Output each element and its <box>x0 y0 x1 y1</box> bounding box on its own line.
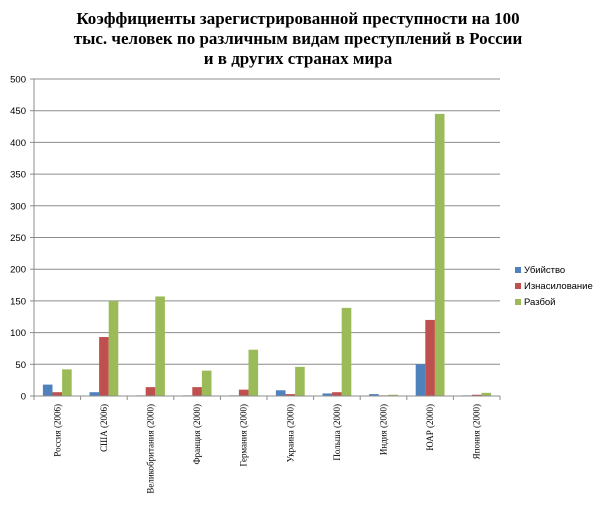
x-category-label: Япония (2000) <box>472 404 482 459</box>
y-tick-label: 300 <box>10 201 26 212</box>
bar-2-7 <box>332 392 342 396</box>
y-tick-label: 400 <box>10 138 26 149</box>
bar-1-8 <box>369 394 379 396</box>
bar-3-2 <box>108 300 119 396</box>
y-tick-label: 200 <box>10 265 26 276</box>
bar-2-4 <box>192 387 202 396</box>
y-tick-label: 50 <box>15 360 26 371</box>
legend-label-3: Разбой <box>524 297 555 308</box>
bar-2-1 <box>52 392 63 396</box>
bar-2-6 <box>285 394 296 396</box>
x-category-label: Германия (2000) <box>239 404 249 467</box>
bar-3-6 <box>295 366 305 396</box>
bar-1-7 <box>322 393 333 396</box>
bar-3-7 <box>341 307 352 396</box>
chart-title-line-3: и в других странах мира <box>204 49 393 68</box>
x-category-label: Индия (2000) <box>379 404 389 455</box>
bar-2-2 <box>99 337 109 396</box>
chart-title-line-2: тыс. человек по различным видам преступл… <box>74 29 523 48</box>
axes <box>33 79 501 400</box>
x-category-label: Великобритания (2000) <box>146 404 156 494</box>
legend: Убийство Изнасилование Разбой <box>515 265 593 308</box>
x-category-label: США (2006) <box>99 404 109 452</box>
y-axis-ticks: 0 50 100 150 200 250 300 350 400 450 500 <box>10 75 34 403</box>
y-tick-label: 150 <box>10 296 26 307</box>
legend-swatch-1 <box>515 267 521 273</box>
bar-1-1 <box>42 384 53 396</box>
bar-1-6 <box>275 390 286 396</box>
x-category-label: ЮАР (2000) <box>425 404 435 451</box>
x-axis-labels: Россия (2006) США (2006) Великобритания (2… <box>52 404 481 494</box>
bars <box>42 113 492 397</box>
y-tick-label: 500 <box>10 75 26 86</box>
bar-2-9 <box>425 319 435 396</box>
bar-3-1 <box>62 369 72 396</box>
y-tick-label: 350 <box>10 170 26 181</box>
bar-1-2 <box>89 392 100 396</box>
y-tick-label: 0 <box>21 392 26 403</box>
legend-label-1: Убийство <box>524 265 565 276</box>
legend-swatch-3 <box>515 299 521 305</box>
x-category-label: Россия (2006) <box>52 404 62 457</box>
x-category-label: Польша (2000) <box>332 404 342 461</box>
bar-3-8 <box>388 394 398 396</box>
bar-3-9 <box>434 113 445 397</box>
chart-title-line-1: Коэффициенты зарегистрированной преступн… <box>76 9 519 28</box>
bar-2-10 <box>471 394 482 396</box>
y-tick-label: 100 <box>10 328 26 339</box>
bar-3-10 <box>481 392 492 396</box>
bar-2-5 <box>238 389 249 396</box>
x-category-label: Франция (2000) <box>192 404 202 464</box>
legend-swatch-2 <box>515 283 521 289</box>
legend-label-2: Изнасилование <box>524 281 593 292</box>
bar-1-9 <box>415 364 426 396</box>
x-category-label: Украина (2000) <box>285 404 295 462</box>
y-tick-label: 450 <box>10 106 26 117</box>
bar-3-3 <box>155 296 165 396</box>
bar-3-5 <box>248 349 259 396</box>
chart-title: Коэффициенты зарегистрированной преступн… <box>74 9 523 68</box>
bar-2-3 <box>145 387 156 396</box>
y-tick-label: 250 <box>10 233 26 244</box>
bar-3-4 <box>201 370 212 396</box>
